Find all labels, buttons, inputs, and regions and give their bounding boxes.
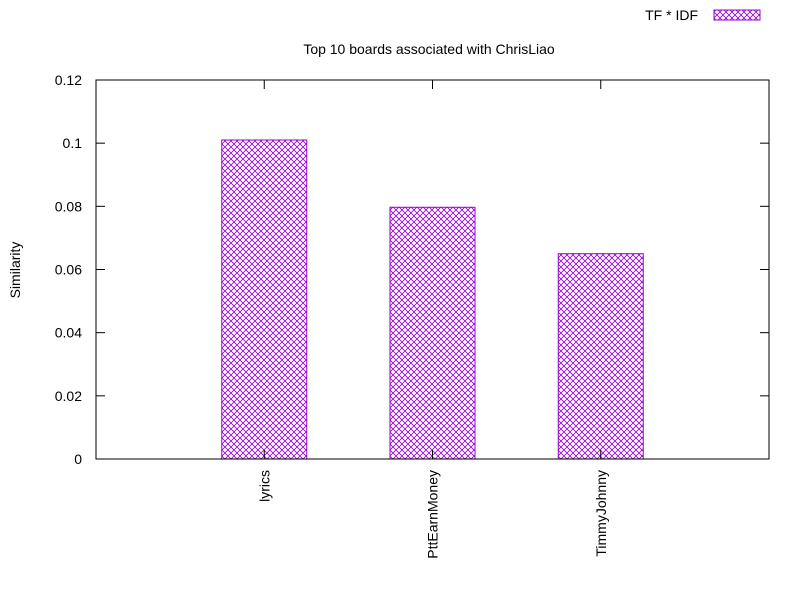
y-tick-label: 0.04 bbox=[55, 325, 82, 341]
bars bbox=[221, 139, 644, 460]
y-tick-label: 0.12 bbox=[55, 72, 82, 88]
legend-label: TF * IDF bbox=[645, 7, 698, 23]
y-axis-ticks: 0 0.02 0.04 0.06 0.08 0.1 0.12 bbox=[55, 72, 769, 467]
bar bbox=[389, 206, 476, 460]
legend-swatch bbox=[713, 9, 761, 21]
y-tick-label: 0.02 bbox=[55, 388, 82, 404]
x-tick-label: lyrics bbox=[256, 470, 272, 502]
y-tick-label: 0.06 bbox=[55, 262, 82, 278]
bar bbox=[557, 253, 644, 460]
y-tick-label: 0 bbox=[74, 451, 82, 467]
x-axis-ticks: lyrics PttEarnMoney TimmyJohnny bbox=[256, 80, 609, 559]
x-tick-label: TimmyJohnny bbox=[593, 470, 609, 557]
legend: TF * IDF bbox=[645, 7, 761, 23]
plot-frame bbox=[95, 79, 770, 460]
x-tick-label: PttEarnMoney bbox=[425, 470, 441, 559]
y-tick-label: 0.08 bbox=[55, 198, 82, 214]
y-tick-label: 0.1 bbox=[63, 135, 83, 151]
chart-title: Top 10 boards associated with ChrisLiao bbox=[303, 41, 555, 57]
y-axis-label: Similarity bbox=[7, 242, 23, 299]
bar bbox=[221, 139, 308, 460]
